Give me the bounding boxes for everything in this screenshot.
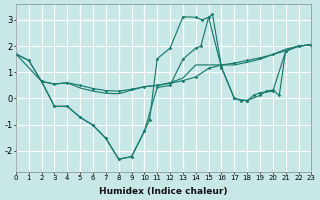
X-axis label: Humidex (Indice chaleur): Humidex (Indice chaleur) [100,187,228,196]
